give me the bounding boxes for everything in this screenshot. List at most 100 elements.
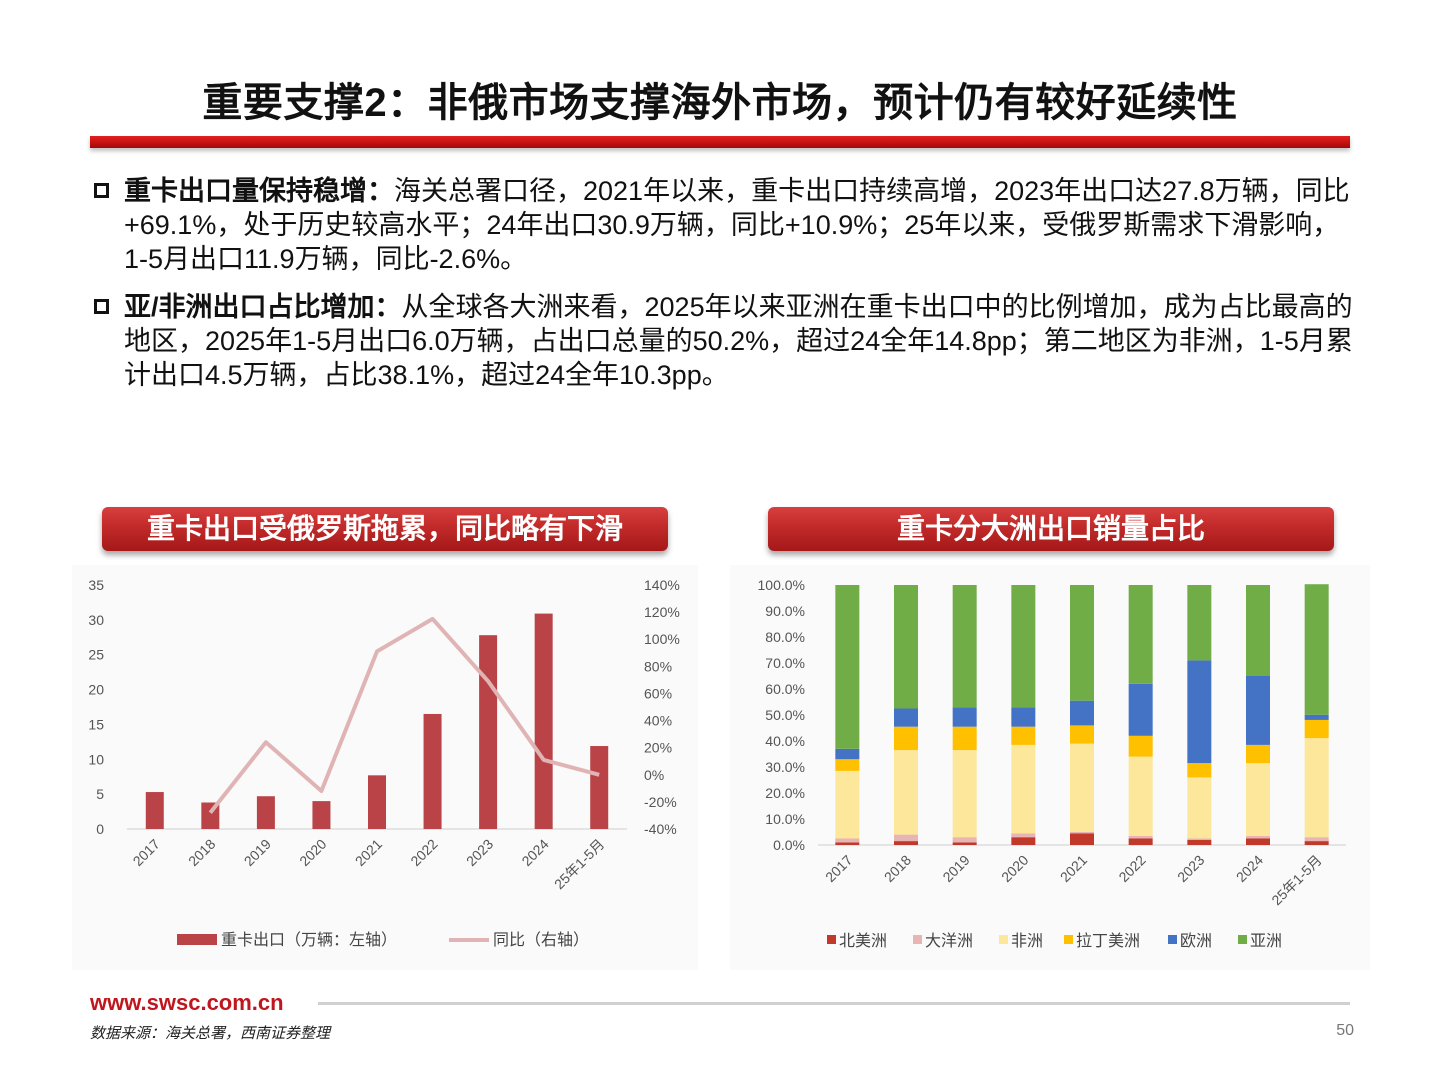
- y-right-tick-label: 120%: [644, 604, 680, 620]
- stacked-bar-segment: [1128, 735, 1153, 757]
- stacked-bar-segment: [894, 750, 918, 835]
- bar-export-volume: [590, 746, 609, 829]
- legend-swatch: [999, 935, 1008, 944]
- stacked-bar-segment: [894, 585, 918, 709]
- y-left-tick-label: 10: [88, 751, 104, 767]
- y-right-tick-label: 80%: [644, 658, 672, 674]
- bullet-item: 亚/非洲出口占比增加：从全球各大洲来看，2025年以来亚洲在重卡出口中的比例增加…: [92, 290, 1362, 392]
- bar-export-volume: [534, 613, 553, 829]
- y-left-tick-label: 15: [88, 716, 104, 732]
- stacked-bar-segment: [1304, 584, 1329, 715]
- y-tick-label: 10.0%: [765, 811, 805, 827]
- bullet-lead: 亚/非洲出口占比增加：: [124, 292, 402, 322]
- y-tick-label: 50.0%: [765, 707, 805, 723]
- stacked-bar-segment: [835, 842, 860, 845]
- legend-label: 亚洲: [1250, 933, 1282, 950]
- stacked-bar-segment: [1304, 719, 1329, 739]
- stacked-bar-segment: [952, 726, 977, 751]
- x-tick-label: 2020: [296, 836, 329, 869]
- y-tick-label: 20.0%: [765, 785, 805, 801]
- stacked-bar-segment: [835, 585, 860, 749]
- stacked-bar-segment: [1011, 833, 1036, 838]
- bar-export-volume: [368, 775, 386, 829]
- chart-left-banner: 重卡出口受俄罗斯拖累，同比略有下滑: [102, 507, 668, 551]
- x-tick-label: 2019: [939, 852, 972, 885]
- legend-swatch: [1168, 935, 1177, 944]
- stacked-bar-segment: [1246, 585, 1270, 676]
- stacked-bar-segment: [1246, 676, 1270, 745]
- bar-export-volume: [145, 792, 164, 829]
- y-tick-label: 60.0%: [765, 681, 805, 697]
- continent-share-chart: 0.0% 10.0% 20.0% 30.0% 40.0% 50.0% 60.0% 70.0% 8…: [758, 577, 1346, 950]
- stacked-bar-segment: [1304, 837, 1329, 842]
- stacked-bar-segment: [1187, 585, 1212, 661]
- stacked-bar-segment: [1187, 777, 1212, 839]
- bar-export-volume: [423, 713, 442, 829]
- stacked-bar-segment: [835, 770, 860, 839]
- page-title: 重要支撑2：非俄市场支撑海外市场，预计仍有较好延续性: [202, 81, 1238, 125]
- y-right-tick-label: 140%: [644, 577, 680, 593]
- export-volume-chart: 0 5 10 15 20 25 30 35 -40% -20% 0% 20% 40% 60% 80% 100%…: [88, 577, 680, 949]
- x-tick-label: 2021: [352, 836, 385, 869]
- bullet-list: 重卡出口量保持稳增：海关总署口径，2021年以来，重卡出口持续高增，2023年出…: [92, 174, 1362, 406]
- x-tick-label: 2020: [998, 852, 1031, 885]
- legend-label: 大洋洲: [925, 932, 973, 950]
- stacked-bar-segment: [1246, 744, 1270, 764]
- legend-swatch: [913, 935, 922, 944]
- stacked-bar-segment: [1011, 585, 1036, 708]
- y-tick-label: 70.0%: [765, 655, 805, 671]
- y-right-tick-label: 20%: [644, 740, 672, 756]
- stacked-bar-segment: [1128, 756, 1153, 836]
- legend-swatch: [1238, 935, 1247, 944]
- stacked-bar-segment: [1128, 683, 1153, 736]
- y-right-tick-label: 60%: [644, 685, 672, 701]
- checkbox-square-icon: [94, 299, 109, 314]
- x-tick-label: 2017: [130, 836, 163, 869]
- x-tick-label: 2021: [1057, 852, 1090, 885]
- title-underline: [90, 136, 1350, 148]
- x-tick-label: 2024: [1233, 852, 1266, 885]
- stacked-bar-segment: [952, 707, 977, 727]
- data-source: 数据来源：海关总署，西南证券整理: [90, 1024, 331, 1042]
- stacked-bar-segment: [952, 842, 977, 845]
- stacked-bar-segment: [1187, 660, 1212, 764]
- legend-swatch-bar: [177, 934, 217, 945]
- x-tick-label: 2022: [407, 836, 440, 869]
- y-tick-label: 40.0%: [765, 733, 805, 749]
- stacked-bar-segment: [1304, 714, 1329, 720]
- stacked-bar-segment: [1011, 744, 1036, 834]
- x-tick-label: 2018: [185, 836, 218, 869]
- stacked-bar-segment: [1128, 838, 1153, 845]
- stacked-bar-segment: [1070, 833, 1094, 845]
- stacked-bar-segment: [1246, 838, 1270, 845]
- x-tick-label: 2019: [241, 836, 274, 869]
- y-tick-label: 100.0%: [758, 577, 805, 593]
- x-tick-label: 2018: [881, 852, 914, 885]
- legend-label: 非洲: [1011, 932, 1043, 950]
- y-tick-label: 0.0%: [773, 837, 805, 853]
- legend-label: 拉丁美洲: [1076, 932, 1140, 950]
- stacked-bar-segment: [1011, 707, 1036, 727]
- x-tick-label: 2017: [822, 852, 855, 885]
- bullet-lead: 重卡出口量保持稳增：: [124, 176, 394, 206]
- stacked-bar-segment: [1070, 700, 1094, 726]
- stacked-bar-segment: [1070, 725, 1094, 744]
- footer-url[interactable]: www.swsc.com.cn: [90, 990, 284, 1015]
- stacked-bar-segment: [894, 841, 918, 845]
- stacked-bar-segment: [1011, 726, 1036, 745]
- stacked-bar-segment: [1304, 841, 1329, 845]
- bullet-text: 海关总署口径，2021年以来，重卡出口持续高增，2023年出口达27.8万辆，同…: [124, 176, 1350, 274]
- footer-divider: [318, 1002, 1350, 1005]
- stacked-bar-segment: [1187, 839, 1212, 845]
- bar-export-volume: [312, 801, 331, 829]
- stacked-bar-segment: [835, 838, 860, 843]
- stacked-bar-segment: [835, 759, 860, 771]
- y-tick-label: 90.0%: [765, 603, 805, 619]
- stacked-bar-segment: [1187, 763, 1212, 778]
- stacked-bar-segment: [894, 726, 918, 751]
- stacked-bar-segment: [1128, 835, 1153, 839]
- legend-swatch: [1064, 935, 1073, 944]
- stacked-bar-segment: [1187, 838, 1212, 840]
- legend-label-line: 同比（右轴）: [493, 931, 589, 949]
- stacked-bar-segment: [1070, 832, 1094, 834]
